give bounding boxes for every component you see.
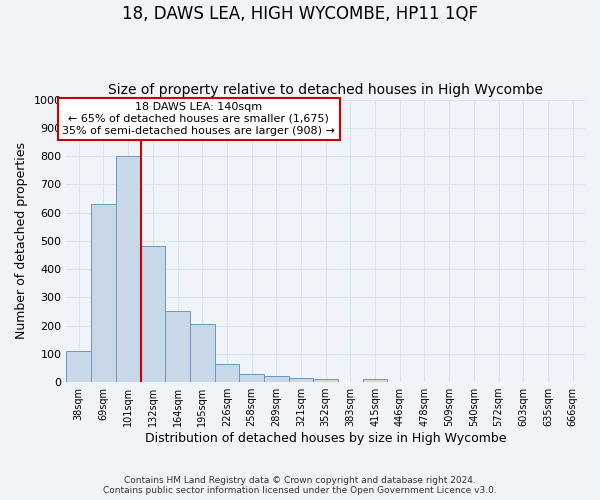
Bar: [91, 204, 116, 382]
Bar: [190, 324, 215, 382]
Bar: [67, 351, 91, 382]
Title: Size of property relative to detached houses in High Wycombe: Size of property relative to detached ho…: [108, 83, 543, 97]
Bar: [264, 376, 289, 382]
Bar: [239, 374, 264, 382]
Bar: [165, 312, 190, 382]
Bar: [313, 380, 338, 382]
Bar: [116, 156, 140, 382]
Bar: [215, 364, 239, 382]
Y-axis label: Number of detached properties: Number of detached properties: [15, 142, 28, 340]
Text: 18 DAWS LEA: 140sqm
← 65% of detached houses are smaller (1,675)
35% of semi-det: 18 DAWS LEA: 140sqm ← 65% of detached ho…: [62, 102, 335, 136]
Text: 18, DAWS LEA, HIGH WYCOMBE, HP11 1QF: 18, DAWS LEA, HIGH WYCOMBE, HP11 1QF: [122, 5, 478, 23]
X-axis label: Distribution of detached houses by size in High Wycombe: Distribution of detached houses by size …: [145, 432, 506, 445]
Text: Contains HM Land Registry data © Crown copyright and database right 2024.
Contai: Contains HM Land Registry data © Crown c…: [103, 476, 497, 495]
Bar: [140, 246, 165, 382]
Bar: [289, 378, 313, 382]
Bar: [363, 380, 388, 382]
